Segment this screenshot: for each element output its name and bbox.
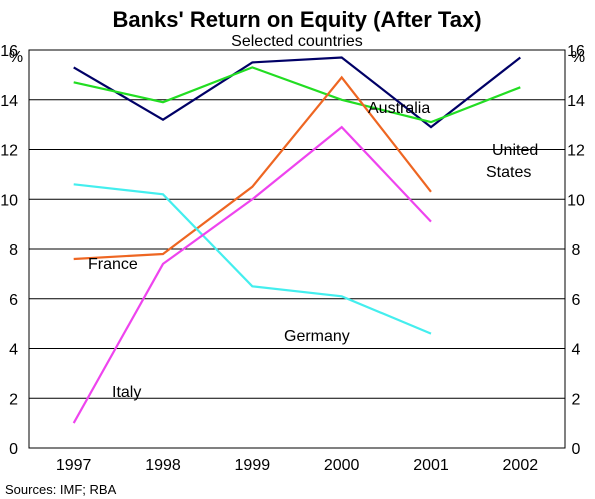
y-tick-right-8: 8 bbox=[572, 242, 581, 259]
y-axis-unit-left: % bbox=[9, 49, 23, 66]
y-axis-unit-right: % bbox=[571, 49, 585, 66]
y-tick-left-4: 4 bbox=[9, 342, 18, 359]
series-line-germany bbox=[73, 183, 432, 335]
x-tick-labels: 1997 1998 1999 2000 2001 2002 bbox=[56, 457, 538, 474]
x-tick-1997: 1997 bbox=[56, 457, 92, 474]
y-tick-left-0: 0 bbox=[9, 441, 18, 458]
y-tick-labels: 0 0 2 2 4 4 6 6 8 8 10 10 12 12 14 14 16 16 bbox=[0, 43, 585, 458]
x-tick-2002: 2002 bbox=[503, 457, 539, 474]
series-line-france bbox=[73, 75, 432, 261]
series-line-united-states bbox=[73, 66, 521, 124]
chart-title: Banks' Return on Equity (After Tax) bbox=[112, 7, 481, 32]
series-label-united-states-line2: States bbox=[486, 164, 531, 181]
y-tick-left-12: 12 bbox=[0, 143, 18, 160]
y-tick-right-16: 16 bbox=[567, 43, 585, 60]
y-tick-right-2: 2 bbox=[572, 391, 581, 408]
y-tick-right-0: 0 bbox=[572, 441, 581, 458]
y-tick-left-10: 10 bbox=[0, 192, 18, 209]
series-label-australia: Australia bbox=[368, 100, 430, 117]
y-tick-right-14: 14 bbox=[567, 93, 585, 110]
series-label-germany: Germany bbox=[284, 328, 350, 345]
y-tick-right-10: 10 bbox=[567, 192, 585, 209]
series-label-united-states-line1: United bbox=[492, 142, 538, 159]
series-line-italy bbox=[72, 125, 432, 424]
series-lines bbox=[72, 56, 521, 424]
x-tick-2000: 2000 bbox=[324, 457, 360, 474]
gridlines bbox=[29, 99, 565, 399]
y-tick-left-8: 8 bbox=[9, 242, 18, 259]
x-tick-1998: 1998 bbox=[145, 457, 181, 474]
x-tick-2001: 2001 bbox=[413, 457, 449, 474]
x-tick-1999: 1999 bbox=[235, 457, 271, 474]
y-tick-left-14: 14 bbox=[0, 93, 18, 110]
y-tick-right-6: 6 bbox=[572, 292, 581, 309]
chart-source: Sources: IMF; RBA bbox=[5, 482, 117, 497]
y-tick-left-2: 2 bbox=[9, 391, 18, 408]
plot-frame bbox=[28, 49, 566, 449]
series-label-france: France bbox=[88, 256, 138, 273]
series-label-italy: Italy bbox=[112, 384, 141, 401]
y-tick-right-4: 4 bbox=[572, 342, 581, 359]
y-tick-left-16: 16 bbox=[0, 43, 18, 60]
y-tick-left-6: 6 bbox=[9, 292, 18, 309]
chart-subtitle: Selected countries bbox=[231, 33, 363, 50]
y-tick-right-12: 12 bbox=[567, 143, 585, 160]
series-line-australia bbox=[73, 56, 521, 129]
